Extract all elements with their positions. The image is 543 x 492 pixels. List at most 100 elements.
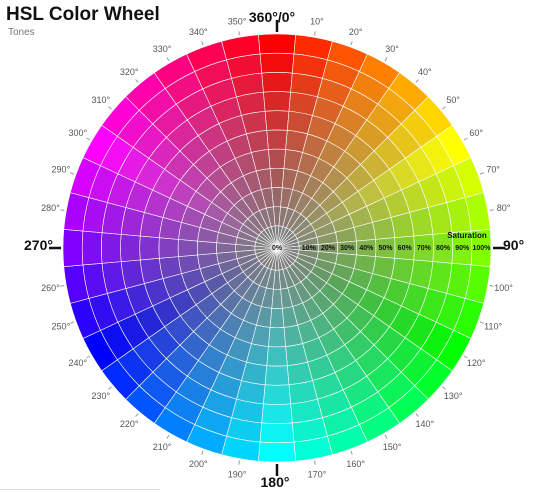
hue-degree-label: 290° <box>52 164 71 174</box>
saturation-label: 70% <box>417 245 432 252</box>
hue-tick <box>442 386 446 390</box>
hue-tick <box>350 450 353 455</box>
wheel-segment <box>120 234 141 262</box>
page-title: HSL Color Wheel <box>6 4 160 25</box>
wheel-segment <box>261 72 293 93</box>
wheel-segment <box>264 365 290 386</box>
hue-tick <box>238 460 240 465</box>
wheel-segment <box>264 110 290 131</box>
wheel-segment <box>269 167 285 188</box>
hue-tick <box>166 57 170 62</box>
label-left-270: 270° <box>24 237 53 253</box>
wheel-segment <box>266 129 288 150</box>
hue-tick <box>314 31 316 36</box>
hue-degree-label: 320° <box>120 67 139 77</box>
wheel-segment <box>263 91 291 112</box>
wheel-segment <box>266 346 288 367</box>
wheel-segment <box>196 240 217 256</box>
saturation-label: 90% <box>455 245 470 252</box>
wheel-segment <box>261 403 293 424</box>
hue-tick <box>350 41 353 46</box>
hue-degree-label: 110° <box>484 322 502 332</box>
label-top-0-360: 360°/0° <box>249 9 295 25</box>
wheel-segment <box>259 52 295 74</box>
hue-tick <box>489 209 494 211</box>
hue-degree-label: 250° <box>52 322 71 332</box>
wheel-segment <box>258 441 296 463</box>
hue-degree-label: 230° <box>91 391 110 401</box>
hue-tick <box>60 209 65 211</box>
saturation-label: 100% <box>472 245 491 252</box>
saturation-label: 10% <box>302 245 317 252</box>
saturation-label: 0% <box>272 245 283 252</box>
wheel-segment <box>263 384 291 405</box>
hue-tick <box>201 41 204 46</box>
saturation-label: 80% <box>436 245 451 252</box>
major-angle-labels: 360°/0° 90° 180° 270° <box>24 9 524 490</box>
hue-tick <box>479 172 484 175</box>
hue-degree-label: 140° <box>416 419 435 429</box>
hue-degree-label: 70° <box>486 164 500 174</box>
hue-tick <box>166 434 170 439</box>
hue-degree-label: 150° <box>383 442 402 452</box>
saturation-label: 20% <box>321 245 336 252</box>
wheel-segments <box>62 33 492 463</box>
hue-degree-label: 10° <box>310 16 324 26</box>
wheel-segment <box>221 34 261 61</box>
hue-degree-label: 280° <box>41 203 60 213</box>
page-subtitle: Tones <box>8 27 35 38</box>
divider <box>0 489 160 490</box>
wheel-segment <box>62 229 84 267</box>
hue-tick <box>70 172 75 175</box>
hue-tick <box>60 285 65 287</box>
hue-degree-label: 350° <box>228 16 247 26</box>
wheel-segment <box>269 308 285 329</box>
hue-degree-label: 340° <box>189 27 208 37</box>
hue-tick <box>108 386 112 390</box>
wheel-segment <box>81 230 103 266</box>
wheel-segment <box>177 239 198 257</box>
hue-tick <box>108 106 112 110</box>
hue-tick <box>384 57 388 62</box>
hue-degree-label: 30° <box>385 44 399 54</box>
hue-tick <box>135 413 139 417</box>
hue-degree-label: 170° <box>308 470 327 480</box>
wheel-segment <box>139 235 160 261</box>
hue-tick <box>415 79 419 83</box>
wheel-segment <box>158 237 179 259</box>
hue-tick <box>463 137 468 141</box>
label-bottom-180: 180° <box>261 474 290 490</box>
hue-degree-label: 240° <box>69 358 88 368</box>
hue-degree-label: 80° <box>497 203 511 213</box>
hue-tick <box>70 321 75 324</box>
hue-degree-label: 210° <box>153 442 172 452</box>
hue-tick <box>479 321 484 324</box>
saturation-label: 60% <box>398 245 413 252</box>
hue-degree-label: 330° <box>153 44 172 54</box>
hue-degree-label: 300° <box>69 128 88 138</box>
hue-degree-label: 310° <box>91 95 110 105</box>
saturation-title: Saturation <box>447 231 487 240</box>
saturation-scale: Saturation 0% 10% 20% 30% 40% 50% 60% 70% 80% 90%… <box>272 231 491 252</box>
hue-degree-labels: 10° 20° 30° 40° 50° 60° 70° 80° 100° 110° 120° 130°… <box>41 16 513 479</box>
hue-tick <box>415 413 419 417</box>
wheel-segment <box>268 148 286 169</box>
hue-tick <box>463 355 468 359</box>
hue-degree-label: 130° <box>444 391 463 401</box>
hue-tick <box>201 450 204 455</box>
wheel-segment <box>101 232 122 264</box>
hue-degree-label: 100° <box>494 283 513 293</box>
hue-tick <box>442 106 446 110</box>
hue-degree-label: 20° <box>349 27 363 37</box>
wheel-segment <box>268 327 286 348</box>
saturation-label: 50% <box>379 245 394 252</box>
hue-degree-label: 50° <box>446 95 460 105</box>
hue-degree-label: 60° <box>469 128 483 138</box>
hue-degree-label: 220° <box>120 419 139 429</box>
hue-tick <box>238 31 240 36</box>
hue-tick <box>86 137 91 141</box>
hue-tick <box>314 460 316 465</box>
hue-tick <box>135 79 139 83</box>
saturation-label: 40% <box>359 245 374 252</box>
